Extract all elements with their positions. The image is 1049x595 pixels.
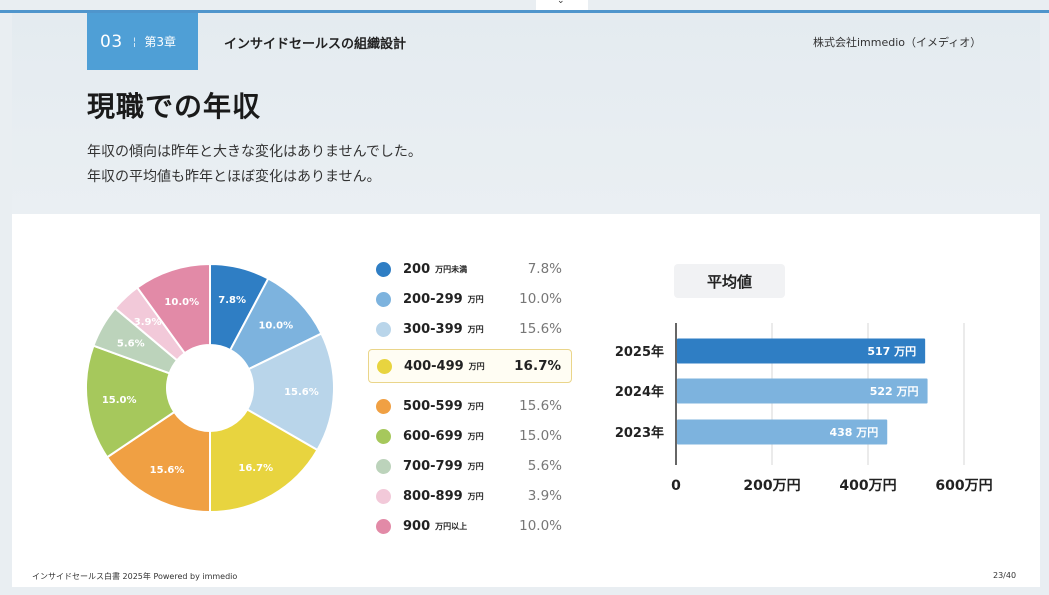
bar <box>677 419 888 445</box>
legend-swatch <box>376 291 391 307</box>
donut-slice <box>85 344 176 459</box>
category-label: 2024年 <box>615 384 664 400</box>
legend-range: 400-499 <box>404 358 464 374</box>
legend-item: 300-399 万円 15.6% <box>368 314 572 344</box>
legend-percent: 15.6% <box>519 321 562 337</box>
company-name: 株式会社immedio（イメディオ） <box>813 36 982 49</box>
legend-unit: 万円 <box>467 294 484 304</box>
x-tick-label: 600万円 <box>935 478 992 494</box>
bar <box>677 338 926 364</box>
donut-slice <box>135 262 211 355</box>
legend-swatch <box>376 321 391 337</box>
bar-value-label: 522 万円 <box>870 385 919 398</box>
donut-slice-label: 15.0% <box>102 395 137 406</box>
donut-slice-label: 15.6% <box>284 387 319 398</box>
legend-range: 900 <box>403 518 431 534</box>
legend-unit: 万円 <box>467 324 484 334</box>
legend-percent: 16.7% <box>514 358 561 374</box>
legend-swatch <box>376 518 391 534</box>
chapter-separator: ¦ <box>132 35 137 48</box>
legend-swatch <box>376 398 391 414</box>
bar-value-label: 517 万円 <box>867 345 916 358</box>
legend-unit: 万円 <box>467 461 484 471</box>
legend-unit: 万円未満 <box>435 264 468 274</box>
income-donut-chart: 7.8%10.0%15.6%16.7%15.6%15.0%5.6%3.9%10.… <box>85 262 335 514</box>
x-tick-label: 200万円 <box>743 478 800 494</box>
legend-percent: 3.9% <box>527 488 562 504</box>
donut-slice-label: 10.0% <box>164 297 199 308</box>
legend-item: 400-499 万円 16.7% <box>368 349 572 383</box>
bar <box>677 378 928 404</box>
description: 年収の傾向は昨年と大きな変化はありませんでした。 年収の平均値も昨年とほぼ変化は… <box>87 140 422 190</box>
donut-slice <box>209 408 319 514</box>
donut-slice <box>105 410 211 514</box>
x-tick-label: 400万円 <box>839 478 896 494</box>
legend-swatch <box>376 428 391 444</box>
legend-percent: 15.6% <box>519 398 562 414</box>
top-tab: ⌄ <box>536 0 588 10</box>
legend-item: 700-799 万円 5.6% <box>368 451 572 481</box>
legend-unit: 万円 <box>467 431 484 441</box>
legend-item: 900 万円以上 10.0% <box>368 511 572 541</box>
legend-range: 200 <box>403 261 431 277</box>
legend-range: 600-699 <box>403 428 463 444</box>
legend-percent: 5.6% <box>527 458 562 474</box>
donut-slice-label: 5.6% <box>117 338 145 349</box>
legend-item: 500-599 万円 15.6% <box>368 391 572 421</box>
page-number: 23/40 <box>993 571 1017 580</box>
legend-item: 200-299 万円 10.0% <box>368 284 572 314</box>
donut-slice-label: 7.8% <box>218 295 246 306</box>
legend-range: 300-399 <box>403 321 463 337</box>
legend-swatch <box>376 488 391 504</box>
description-line: 年収の平均値も昨年とほぼ変化はありません。 <box>87 169 381 185</box>
average-income-bar-chart: 0 200万円 400万円 600万円 517 万円 2025年 522 万円 2024年 43… <box>615 323 993 494</box>
page-title: 現職での年収 <box>87 90 262 123</box>
chapter-number: 03 <box>100 31 123 52</box>
legend-unit: 万円 <box>467 491 484 501</box>
legend-range: 800-899 <box>403 488 463 504</box>
legend-range: 200-299 <box>403 291 463 307</box>
legend-range: 500-599 <box>403 398 463 414</box>
legend-swatch <box>376 458 391 474</box>
chapter-badge: 03 ¦ 第3章 <box>87 13 198 70</box>
chapter-label: 第3章 <box>144 35 176 49</box>
average-chart-title: 平均値 <box>674 264 785 298</box>
legend-item: 800-899 万円 3.9% <box>368 481 572 511</box>
legend-swatch <box>376 261 391 277</box>
legend-percent: 10.0% <box>519 291 562 307</box>
legend-percent: 7.8% <box>527 261 562 277</box>
donut-slice-label: 10.0% <box>258 320 293 331</box>
donut-slice-label: 3.9% <box>134 317 162 328</box>
legend-range: 700-799 <box>403 458 463 474</box>
category-label: 2025年 <box>615 344 664 360</box>
legend-swatch <box>377 358 392 374</box>
footer-credit: インサイドセールス白書 2025年 Powered by immedio <box>32 572 238 581</box>
legend-unit: 万円 <box>467 401 484 411</box>
legend-unit: 万円以上 <box>435 521 468 531</box>
chevron-down-icon: ⌄ <box>557 0 565 6</box>
top-accent-bar <box>0 10 1049 13</box>
bar-value-label: 438 万円 <box>829 426 878 439</box>
legend-item: 600-699 万円 15.0% <box>368 421 572 451</box>
legend-percent: 15.0% <box>519 428 562 444</box>
legend-unit: 万円 <box>468 361 485 371</box>
legend-percent: 10.0% <box>519 518 562 534</box>
donut-slice-label: 16.7% <box>238 463 273 474</box>
category-label: 2023年 <box>615 425 664 441</box>
section-title: インサイドセールスの組織設計 <box>224 37 407 52</box>
description-line: 年収の傾向は昨年と大きな変化はありませんでした。 <box>87 144 422 160</box>
legend-item: 200 万円未満 7.8% <box>368 254 572 284</box>
donut-slice-label: 15.6% <box>150 465 185 476</box>
x-tick-label: 0 <box>671 478 681 494</box>
